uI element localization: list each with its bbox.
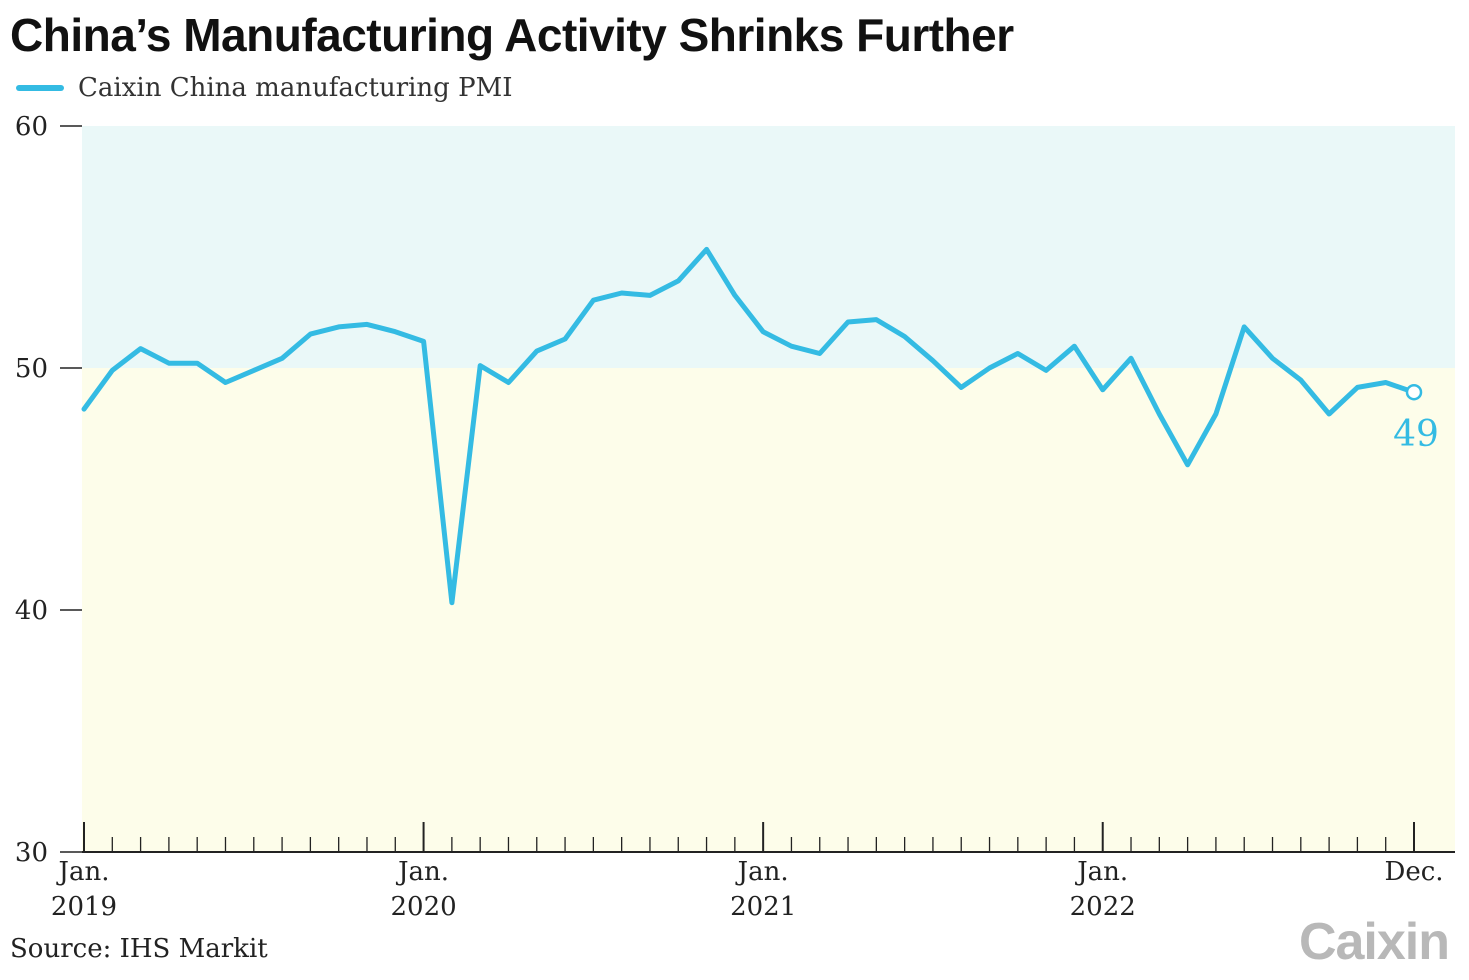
y-tick-label-50: 50	[15, 354, 48, 384]
y-tick-label-40: 40	[15, 596, 48, 626]
x-tick-label-year: 2020	[390, 892, 456, 922]
shaded-bands	[82, 126, 1455, 852]
x-tick-label-year: 2019	[51, 892, 117, 922]
x-tick-label-year: 2021	[730, 892, 796, 922]
x-tick-label-year: 2022	[1070, 892, 1136, 922]
chart-title: China’s Manufacturing Activity Shrinks F…	[10, 9, 1014, 61]
source-note: Source: IHS Markit	[10, 934, 268, 964]
caixin-logo: Caixin	[1298, 913, 1450, 971]
band-1	[82, 368, 1455, 852]
x-tick-label-month: Jan.	[56, 857, 110, 887]
end-value-label: 49	[1393, 414, 1439, 455]
x-tick-label-month: Jan.	[395, 857, 449, 887]
band-0	[82, 126, 1455, 368]
x-axis: Jan. 2019 Jan. 2020 Jan. 2021 Jan. 2022 Dec.	[51, 822, 1455, 922]
y-tick-label-30: 30	[15, 838, 48, 868]
x-tick-label-month: Jan.	[735, 857, 789, 887]
y-axis: 30 40 50 60	[15, 112, 82, 868]
series-line-pmi	[81, 246, 1417, 606]
end-point-marker	[1405, 383, 1423, 401]
y-tick-label-60: 60	[15, 112, 48, 142]
legend-label: Caixin China manufacturing PMI	[78, 73, 513, 103]
series-group: 49	[81, 246, 1439, 606]
legend-swatch	[16, 85, 64, 91]
x-tick-label-month: Jan.	[1074, 857, 1128, 887]
x-tick-label-month: Dec.	[1384, 857, 1443, 887]
legend: Caixin China manufacturing PMI	[16, 70, 512, 106]
